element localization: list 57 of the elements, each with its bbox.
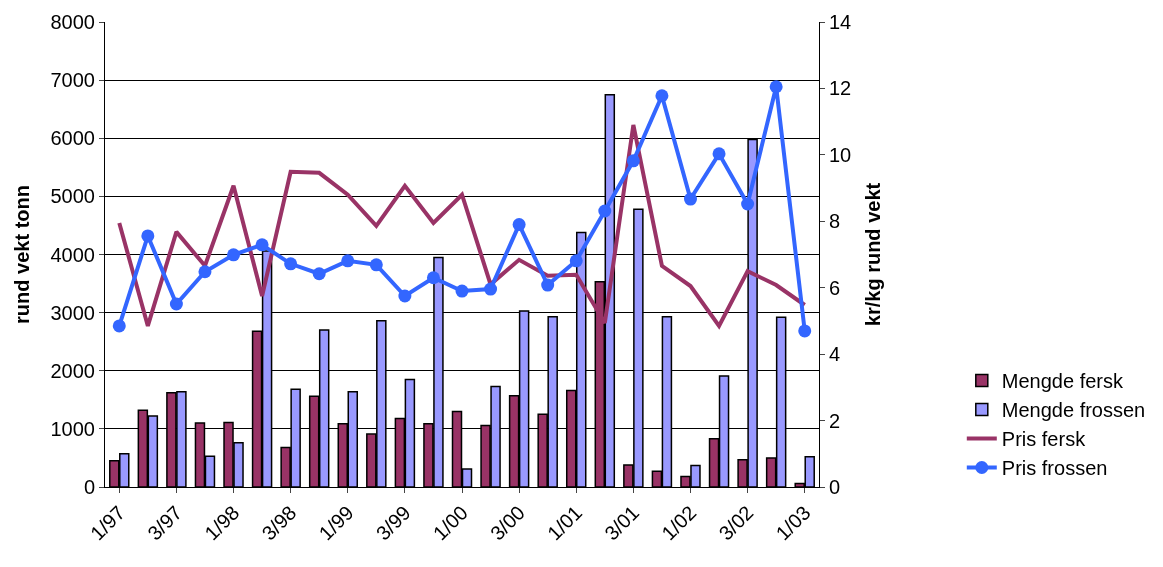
y-tick-label: 1000 [50,417,95,440]
point [541,278,555,292]
y2-axis-title: kr/kg rund vekt [861,182,884,327]
y-tick-label: 6000 [50,127,95,150]
point [626,154,640,168]
point [398,289,412,303]
legend-label: Mengde fersk [1001,370,1124,393]
x-tick-label: 1/01 [543,501,587,545]
y-tick-label: 7000 [50,69,95,92]
point [141,229,155,243]
y-axis-title: rund vekt tonn [11,185,33,324]
legend-label: Pris fersk [1001,428,1087,451]
y-tick-label: 5000 [50,185,95,208]
y-tick-label: 0 [83,476,95,498]
x-tick-label: 1/98 [200,501,244,545]
y-tick-label: 3000 [50,301,95,324]
point [655,89,669,103]
y2-tick-label: 14 [829,11,852,33]
point [683,192,697,206]
point [112,319,126,333]
y2-tick-label: 10 [829,143,852,166]
y-tick-label: 2000 [50,359,95,382]
point [598,204,612,218]
legend-label: Mengde frossen [1001,399,1146,422]
point [455,284,469,298]
x-tick-label: 3/98 [257,501,301,545]
point [569,254,583,268]
point [255,238,269,252]
y-tick-label: 4000 [50,243,95,266]
x-tick-label: 1/99 [314,501,358,545]
y-tick-label: 8000 [50,11,95,33]
x-tick-label: 3/01 [600,501,644,545]
y2-tick-label: 12 [829,77,852,100]
point [512,218,526,232]
y2-tick-label: 0 [829,476,841,498]
point [484,282,498,296]
point [284,257,298,271]
point [169,297,183,311]
y2-tick-label: 2 [829,409,841,432]
point [227,248,241,262]
point [712,147,726,161]
y2-tick-label: 8 [829,210,841,233]
point [341,254,355,268]
legend-label: Pris frossen [1001,457,1108,480]
point [741,197,755,211]
point [198,265,212,279]
point [369,258,383,272]
x-tick-label: 3/99 [371,501,415,545]
point [426,271,440,285]
point [769,80,783,94]
x-tick-label: 3/00 [485,501,530,545]
y2-tick-label: 6 [829,276,841,299]
x-tick-label: 1/02 [657,501,701,545]
y2-tick-label: 4 [829,343,841,366]
x-tick-label: 3/02 [714,501,758,545]
point [798,324,812,338]
point [312,267,326,281]
